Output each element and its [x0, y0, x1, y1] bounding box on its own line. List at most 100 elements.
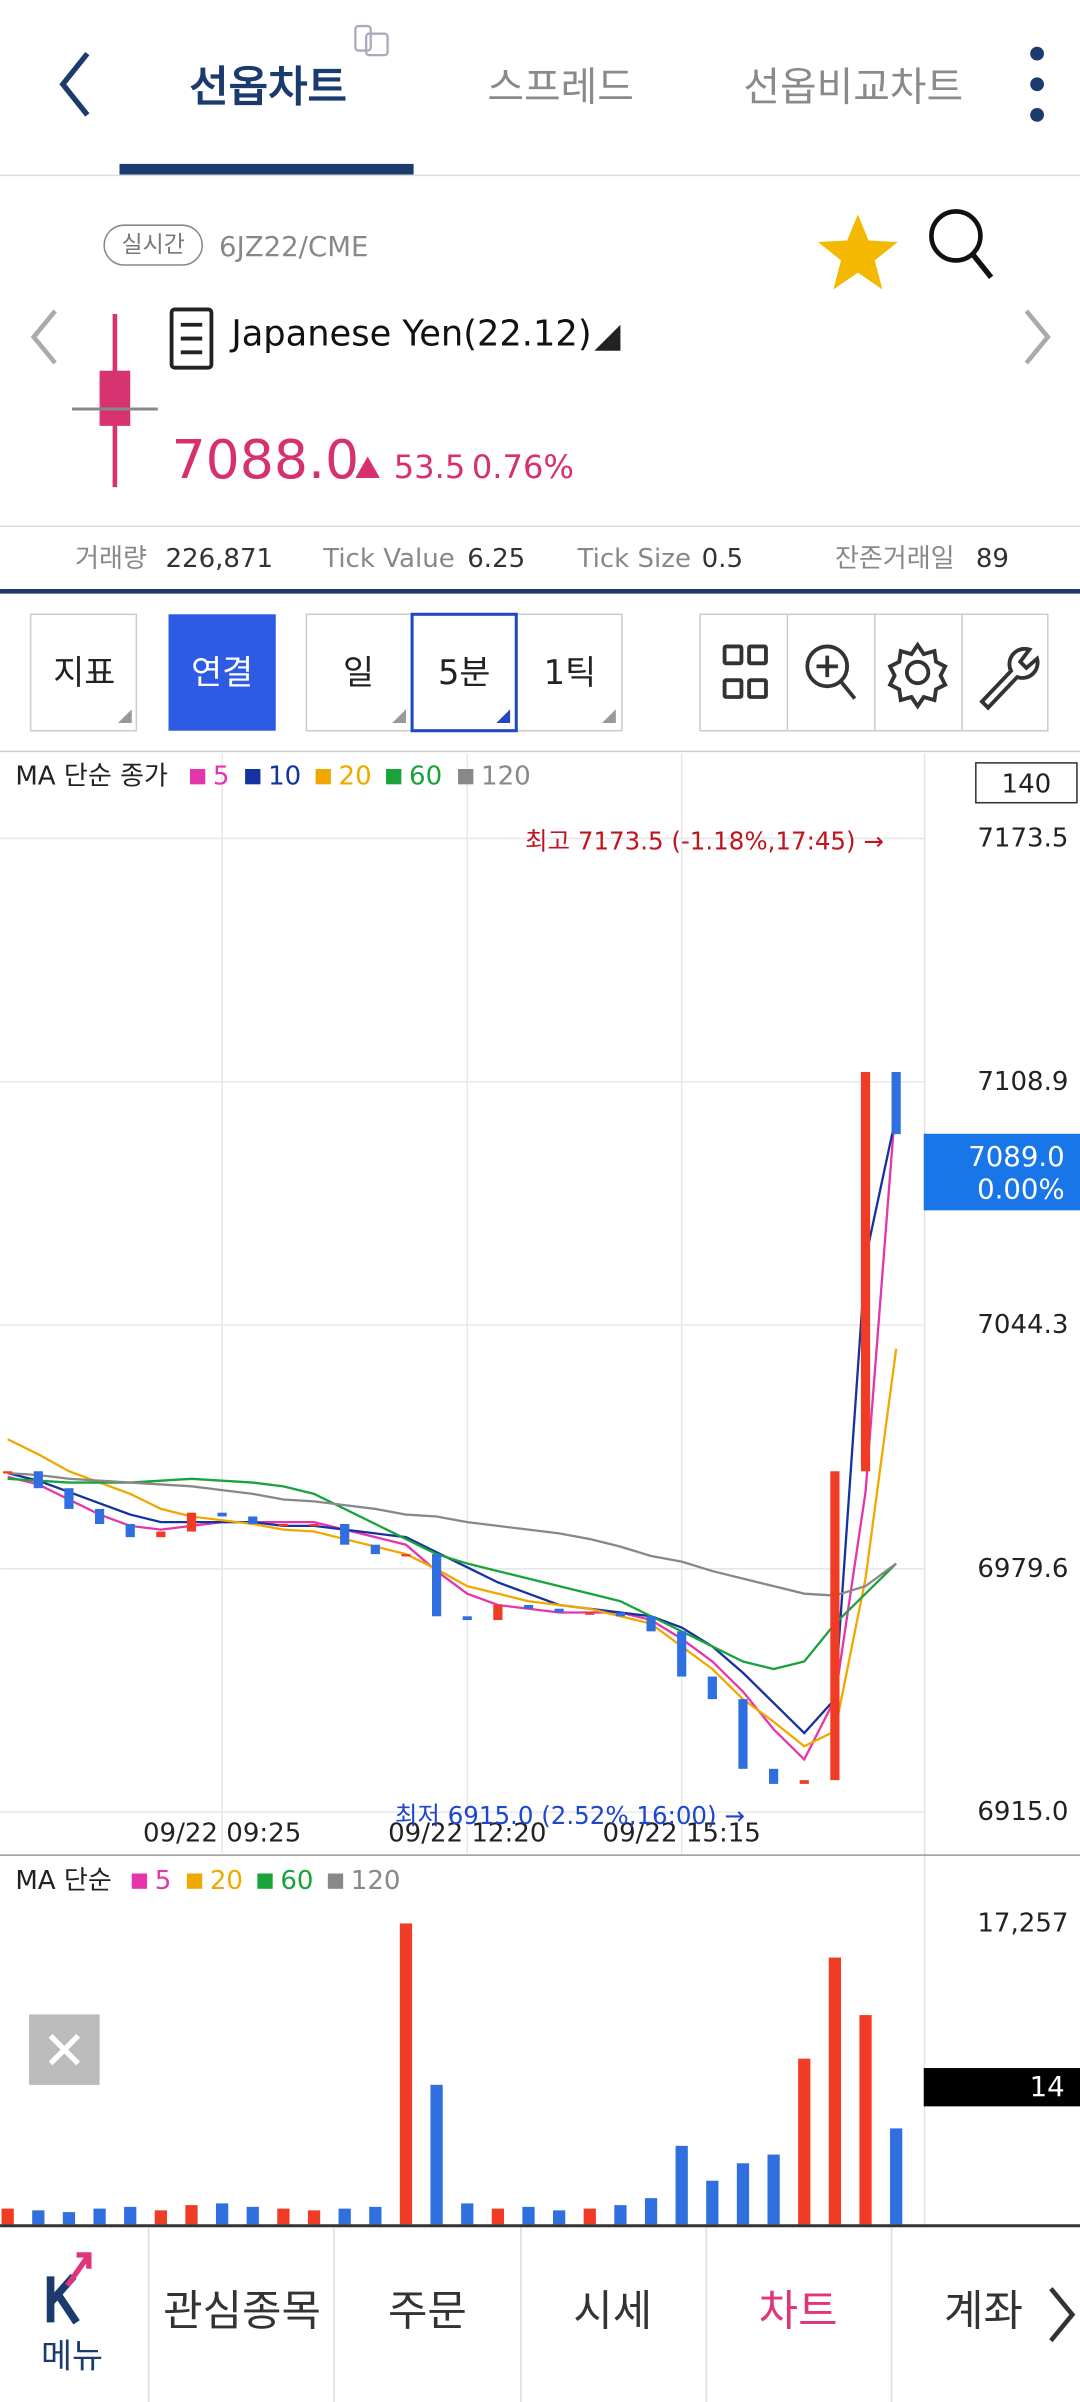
link-button[interactable]: [168, 614, 276, 731]
candle: [217, 1512, 227, 1517]
button-text[interactable]: 연결: [191, 653, 253, 692]
button-text[interactable]: 지표: [53, 653, 115, 692]
volume-bar: [522, 2206, 535, 2225]
volume-bar: [1, 2208, 14, 2225]
favorite-star[interactable]: [818, 214, 898, 290]
last-change: 0.00%: [977, 1172, 1065, 1205]
logo[interactable]: [65, 2252, 92, 2288]
legend-swatch: [189, 769, 206, 785]
candle: [707, 1676, 717, 1700]
y-tick-label: 7044.3: [977, 1310, 1068, 1340]
volume-bar: [798, 2058, 811, 2225]
candle: [523, 1604, 534, 1609]
ma-line: [7, 1477, 897, 1671]
nav-item[interactable]: 주문: [388, 2287, 467, 2337]
legend-label: 20: [339, 762, 372, 792]
last-volume: 14: [1030, 2070, 1065, 2103]
period-group: [305, 613, 623, 732]
next-arrow[interactable]: [1024, 309, 1051, 365]
volume-bar: [399, 1923, 413, 2225]
candle: [646, 1616, 656, 1632]
up-triangle: [355, 456, 380, 478]
candle: [585, 1612, 595, 1615]
nav-item[interactable]: 시세: [573, 2287, 652, 2337]
scale-box: [975, 762, 1078, 804]
legend-swatch: [186, 1873, 203, 1889]
tab-underline: [119, 163, 414, 175]
candle: [738, 1699, 748, 1769]
candle: [3, 1471, 13, 1474]
x-tick-label: 09/22 09:25: [143, 1819, 301, 1849]
volume-chart: 17,257 MA 단순 5 20 60 120 14: [1, 1866, 1080, 2225]
volume-bar: [216, 2203, 229, 2225]
tab-icon: [364, 32, 389, 57]
legend-label: 120: [351, 1866, 401, 1896]
prev-arrow[interactable]: [30, 309, 57, 365]
y-tick-label: 6979.6: [977, 1554, 1068, 1584]
legend-swatch: [458, 769, 474, 785]
back-button[interactable]: [59, 51, 90, 117]
candle: [278, 1523, 289, 1527]
tools-icon[interactable]: [979, 646, 1040, 711]
ma-line: [7, 1348, 898, 1748]
close-icon[interactable]: [48, 2033, 81, 2066]
nav-more[interactable]: [1049, 2287, 1076, 2343]
period-selected[interactable]: [410, 612, 518, 733]
volume-bar: [736, 2163, 750, 2225]
legend-swatch: [131, 1873, 148, 1889]
zoom-icon[interactable]: [805, 644, 857, 700]
candle: [493, 1604, 503, 1621]
nav-item[interactable]: 계좌: [944, 2287, 1023, 2337]
header-bg: [0, 0, 1080, 175]
candle-icon: [99, 370, 131, 426]
high-annotation: 최고 7173.5 (-1.18%,17:45) →: [525, 827, 884, 856]
legend-label: 60: [409, 762, 442, 792]
legend-swatch: [327, 1873, 344, 1889]
candle: [769, 1768, 779, 1784]
scale-box-text: 140: [1002, 769, 1052, 799]
tab-active[interactable]: 선옵차트: [189, 62, 347, 112]
legend-label: 10: [268, 762, 301, 792]
nav-item[interactable]: 관심종목: [163, 2287, 321, 2337]
nav-item-active[interactable]: 차트: [759, 2287, 838, 2337]
settings-icon[interactable]: [887, 641, 948, 710]
y-tick-label: 6915.0: [977, 1797, 1068, 1827]
more-dot[interactable]: [1030, 46, 1044, 61]
search-icon[interactable]: [970, 252, 994, 279]
legend-label: 5: [155, 1866, 172, 1896]
indicator-button[interactable]: [29, 613, 138, 732]
layout-icon[interactable]: [722, 644, 768, 699]
period-button[interactable]: 5분: [438, 653, 490, 692]
instrument-name[interactable]: Japanese Yen(22.12): [229, 313, 591, 354]
dropdown-triangle[interactable]: [594, 324, 621, 351]
candle: [186, 1512, 197, 1532]
last-price-box: [923, 1133, 1080, 1211]
more-dot[interactable]: [1030, 77, 1044, 92]
candle: [248, 1516, 258, 1524]
last-volume-box: [923, 2068, 1080, 2107]
volume-bar: [62, 2212, 76, 2225]
stat-label: 거래량: [75, 544, 147, 574]
period-button[interactable]: 일: [343, 653, 374, 692]
candle: [33, 1471, 43, 1489]
tab[interactable]: 선옵비교차트: [743, 64, 963, 110]
volume-bar: [154, 2210, 167, 2225]
volume-bar: [185, 2205, 198, 2225]
candle: [799, 1780, 809, 1784]
legend-label: 5: [213, 762, 230, 792]
search-icon[interactable]: [929, 209, 983, 263]
low-annotation: 최저 6915.0 (2.52%,16:00) →: [395, 1801, 745, 1830]
tab[interactable]: 스프레드: [487, 64, 634, 110]
stat-value: 6.25: [467, 544, 525, 574]
more-dot[interactable]: [1030, 107, 1044, 122]
volume-bar: [93, 2208, 106, 2225]
tab-icon: [354, 24, 372, 52]
volume-bar: [614, 2205, 627, 2225]
list-icon[interactable]: [169, 307, 214, 370]
period-button[interactable]: 1틱: [544, 653, 596, 692]
badge-text: 실시간: [121, 232, 184, 258]
nav-item[interactable]: 메뉴: [41, 2337, 103, 2376]
volume-bar: [491, 2208, 505, 2225]
